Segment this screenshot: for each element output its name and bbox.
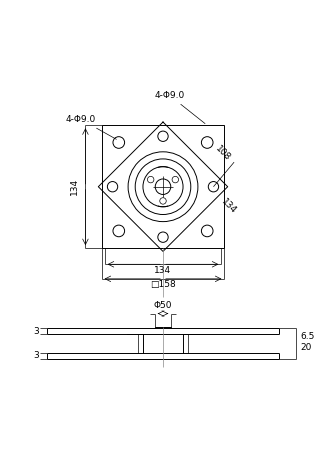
Text: 134: 134 (70, 178, 79, 195)
Text: 4-Φ9.0: 4-Φ9.0 (154, 91, 205, 124)
Text: 3: 3 (33, 351, 38, 360)
Text: Φ50: Φ50 (154, 301, 172, 310)
Text: 108: 108 (214, 144, 232, 162)
Text: 3: 3 (33, 327, 38, 336)
Text: 134: 134 (220, 197, 239, 216)
Text: 6.5
20: 6.5 20 (300, 332, 315, 352)
Text: □158: □158 (150, 281, 176, 290)
Text: 4-Φ9.0: 4-Φ9.0 (66, 115, 116, 139)
Bar (102, 125, 224, 248)
Text: 134: 134 (155, 266, 171, 275)
